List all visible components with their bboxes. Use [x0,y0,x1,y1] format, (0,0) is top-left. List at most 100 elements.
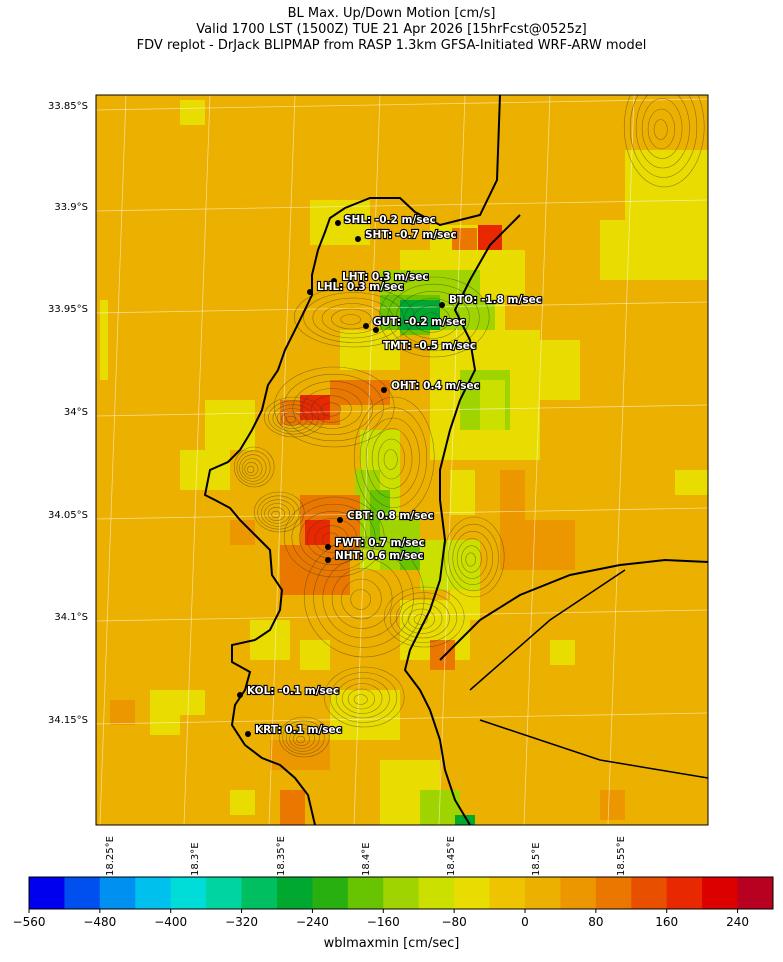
terrain-contour [395,291,470,345]
terrain-contour [299,511,367,565]
terrain-contour [293,286,415,348]
field-cell [180,690,205,715]
colorbar-tick-label: −160 [366,915,400,929]
terrain-contour [281,412,302,426]
terrain-contour [341,578,382,620]
latitude-label: 34.05°S [48,510,88,521]
terrain-contour [257,495,300,530]
field-cell [525,520,575,570]
colorbar-tick-label: −480 [83,915,117,929]
graticule [96,95,708,825]
latitude-label: 33.9°S [54,202,88,213]
terrain-contour [292,381,374,435]
colorbar-tick-label: −400 [154,915,188,929]
map-frame [95,94,709,826]
colorbar-swatch [64,877,101,909]
terrain-contour [377,438,406,480]
terrain-contour [387,283,480,352]
terrain-contour [461,545,482,573]
terrain-contour [395,597,450,639]
terrain-contour [383,449,398,470]
station-markers: SHL: -0.2 m/sec SHT: -0.7 m/sec LHT: 0.3 m… [237,213,543,737]
terrain-contour [365,417,420,499]
terrain-contour [653,119,668,140]
terrain-contour [241,458,263,479]
longitude-gridline [353,95,381,825]
terrain-contour [264,503,290,524]
field-cell [230,520,255,545]
terrain-contour [347,688,376,710]
false-bay-coastline [403,214,521,825]
latitude-label: 33.95°S [48,304,88,315]
longitude-label: 18.25°E [105,836,116,876]
terrain-contour [448,523,499,592]
station-dot-oht [381,387,387,393]
terrain-contour [456,538,488,579]
terrain-contour [629,95,698,178]
station-label-sht: SHT: -0.7 m/sec [365,229,457,241]
field-cell [110,700,135,725]
terrain-contours [233,95,705,758]
longitude-gridline [183,95,211,825]
station-label-lhl: LHL: 0.3 m/sec [317,281,404,293]
terrain-contour [272,404,314,432]
terrain-contour [289,728,315,749]
terrain-contour [340,314,362,325]
terrain-contour [283,496,385,578]
terrain-contour [389,592,458,643]
terrain-contour [623,95,705,188]
terrain-contour [236,450,271,485]
colorbar-swatch [454,877,491,909]
terrain-contour [276,408,308,429]
station-dot-shl [335,220,341,226]
terrain-contour [285,415,297,424]
terrain-contour [253,491,305,533]
terrain-contour [383,586,465,648]
longitude-label: 18.35°E [276,836,287,876]
east-coastline [439,558,708,661]
terrain-contour [233,446,275,488]
station-dot-gut [363,323,369,329]
station-dot-nht [325,557,331,563]
terrain-contour [421,312,441,327]
field-cell [600,790,625,820]
field-cell [300,640,330,670]
longitude-label: 18.55°E [616,836,627,876]
map-title: BL Max. Up/Down Motion [cm/s] Valid 1700… [0,6,783,54]
field-cell [430,640,455,670]
colorbar-swatch [99,877,136,909]
terrain-contour [271,510,281,519]
colorbar-swatch [418,877,455,909]
terrain-contour [321,303,383,334]
station-dot-krt [245,731,251,737]
terrain-contour [282,720,325,755]
colorbar-tick-label: −80 [441,915,467,929]
terrain-contour [239,454,267,482]
admin-boundary [479,719,708,779]
colorbar-swatch [241,877,278,909]
terrain-contour [303,292,404,343]
colorbar-swatch [277,877,313,909]
terrain-contour [260,499,295,527]
station-label-cbt: CBT: 0.8 m/sec [347,510,434,522]
colorbar-tick-label: 0 [521,915,529,929]
station-dot-fwt [325,544,331,550]
colorbar-swatch [135,877,172,909]
longitude-label: 18.5°E [531,842,542,876]
colorbar-tick-label: 240 [726,915,750,929]
terrain-contour [247,465,255,474]
station-dot-cbt [337,517,343,523]
terrain-contour [359,407,428,508]
station-label-shl: SHL: -0.2 m/sec [344,214,436,226]
latitude-gridline [96,199,708,212]
terrain-contour [292,732,311,746]
station-dot-lht [331,278,337,284]
terrain-contour [283,373,384,442]
terrain-contour [452,531,494,585]
terrain-contour [641,98,683,159]
colorbar-swatch [489,877,526,909]
title-line-2: Valid 1700 LST (1500Z) TUE 21 Apr 2026 [… [196,22,587,37]
station-label-oht: OHT: 0.4 m/sec [391,380,480,392]
field-cell [180,100,205,125]
